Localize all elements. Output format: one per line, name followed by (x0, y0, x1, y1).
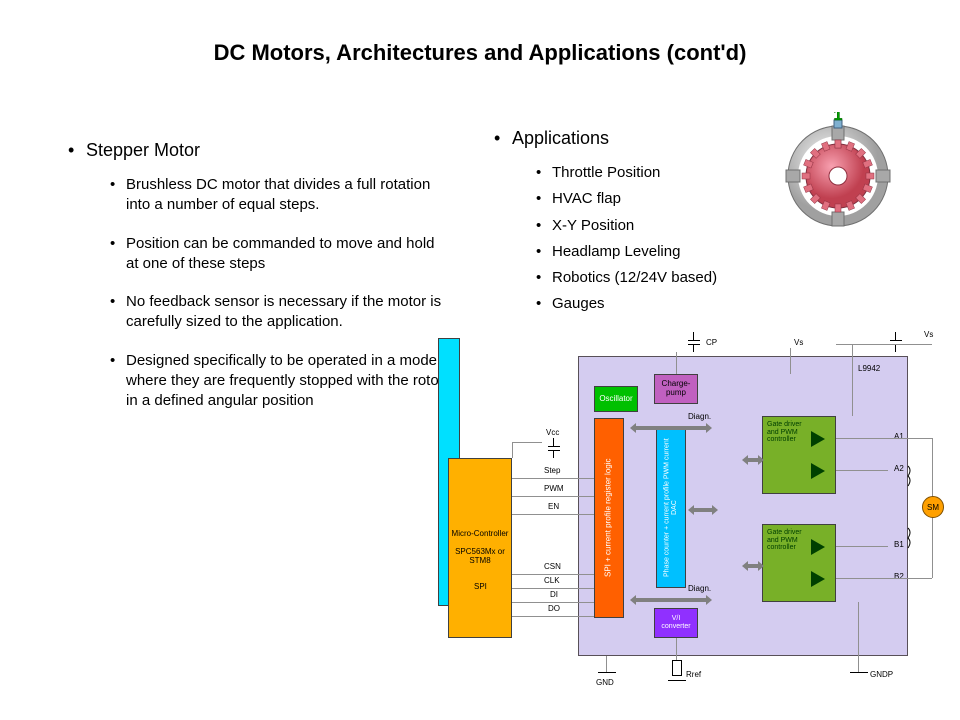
pin-a2: A2 (894, 464, 904, 473)
right-column: Applications Throttle Position HVAC flap… (494, 128, 754, 321)
chip-label: L9942 (858, 364, 880, 373)
block-oscillator: Oscillator (594, 386, 638, 412)
stepper-motor-node: SM (922, 496, 944, 518)
pin-clk: CLK (544, 576, 560, 585)
coil-a-icon (906, 462, 932, 488)
arrow-diagn-bottom (636, 598, 706, 602)
pin-b2: B2 (894, 572, 904, 581)
bullet-robotics: Robotics (12/24V based) (536, 268, 754, 288)
arrow-gate2 (748, 564, 758, 568)
pin-en: EN (548, 502, 559, 511)
block-spi-logic: SPI + current profile register logic (594, 418, 624, 618)
pin-a1: A1 (894, 432, 904, 441)
arrow-gate1 (748, 458, 758, 462)
bullet-hvac: HVAC flap (536, 189, 754, 209)
block-dac: Phase counter + current profile PWM curr… (656, 428, 686, 588)
bullet-throttle: Throttle Position (536, 163, 754, 183)
block-gate-driver-1: Gate driver and PWM controller (762, 416, 836, 494)
pin-csn: CSN (544, 562, 561, 571)
bullet-designed-stop: Designed specifically to be operated in … (110, 351, 448, 412)
label-diagn-1: Diagn. (688, 412, 711, 421)
bullet-xy: X-Y Position (536, 216, 754, 236)
bullet-no-feedback: No feedback sensor is necessary if the m… (110, 292, 448, 333)
gnd-icon (598, 672, 616, 673)
pin-vs2: Vs (924, 330, 933, 339)
label-diagn-2: Diagn. (688, 584, 711, 593)
block-charge-pump: Charge-pump (654, 374, 698, 404)
pin-gnd: GND (596, 678, 614, 687)
pin-vcc: Vcc (546, 428, 559, 437)
heading-applications: Applications (494, 128, 754, 149)
bullet-headlamp: Headlamp Leveling (536, 242, 754, 262)
pin-do: DO (548, 604, 560, 613)
pin-b1: B1 (894, 540, 904, 549)
pin-rref: Rref (686, 670, 701, 679)
bullet-position: Position can be commanded to move and ho… (110, 234, 448, 275)
pin-vs1: Vs (794, 338, 803, 347)
block-gate-driver-2: Gate driver and PWM controller (762, 524, 836, 602)
block-vi-converter: V/I converter (654, 608, 698, 638)
stepper-motor-icon: 1 (778, 112, 898, 232)
resistor-rref-icon (672, 660, 682, 676)
pin-gndp: GNDP (870, 670, 893, 679)
arrow-dac-gate (694, 508, 712, 512)
pin-pwm: PWM (544, 484, 564, 493)
heading-stepper-motor: Stepper Motor (68, 140, 448, 161)
slide-title: DC Motors, Architectures and Application… (0, 40, 960, 66)
pin-step: Step (544, 466, 560, 475)
pin-cp: CP (706, 338, 717, 347)
rotor-number-label: 1 (834, 112, 843, 124)
bullet-gauges: Gauges (536, 294, 754, 314)
pin-di: DI (550, 590, 558, 599)
block-diagram: L9942 Oscillator Charge-pump SPI + curre… (438, 338, 948, 692)
arrow-diagn-top (636, 426, 706, 430)
bullet-definition: Brushless DC motor that divides a full r… (110, 175, 448, 216)
block-mcu: Micro-Controller SPC563Mx or STM8 (448, 458, 512, 638)
left-column: Stepper Motor Brushless DC motor that di… (68, 140, 448, 429)
label-spi: SPI (474, 582, 487, 591)
coil-b-icon (906, 524, 932, 550)
